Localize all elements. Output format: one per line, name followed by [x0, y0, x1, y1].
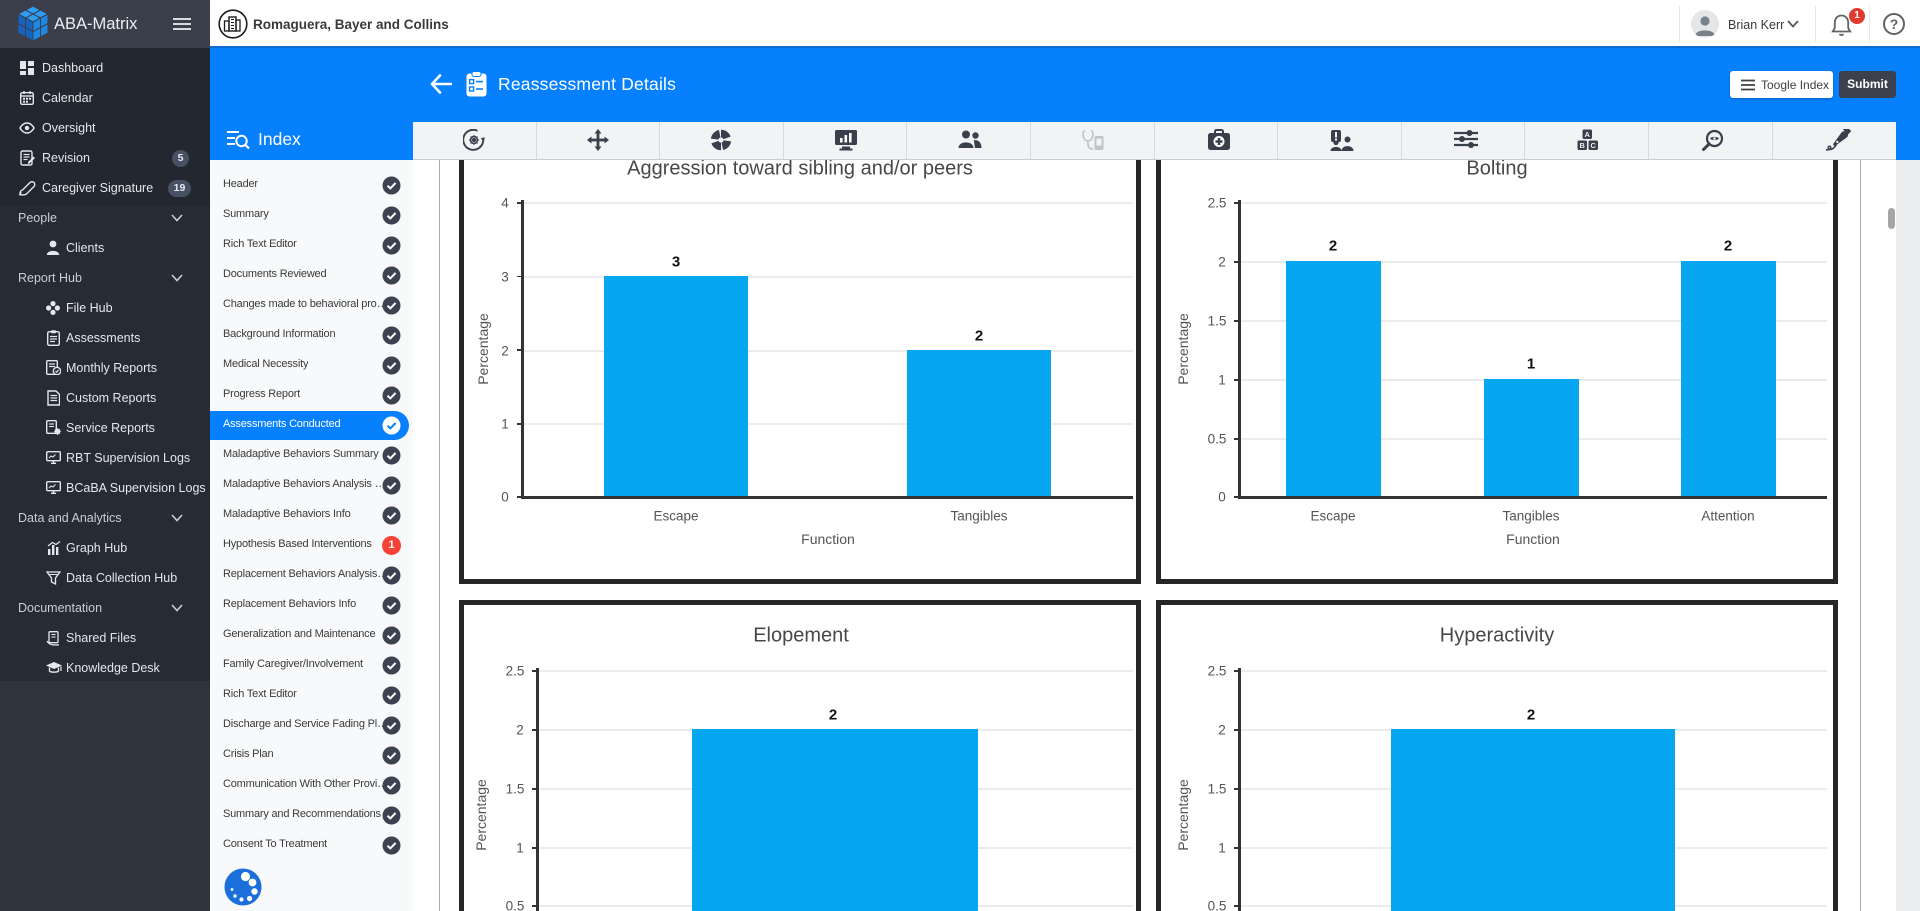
svg-text:A: A: [1585, 130, 1591, 139]
svg-text:C: C: [1591, 141, 1597, 150]
svg-text:B: B: [1580, 141, 1586, 150]
